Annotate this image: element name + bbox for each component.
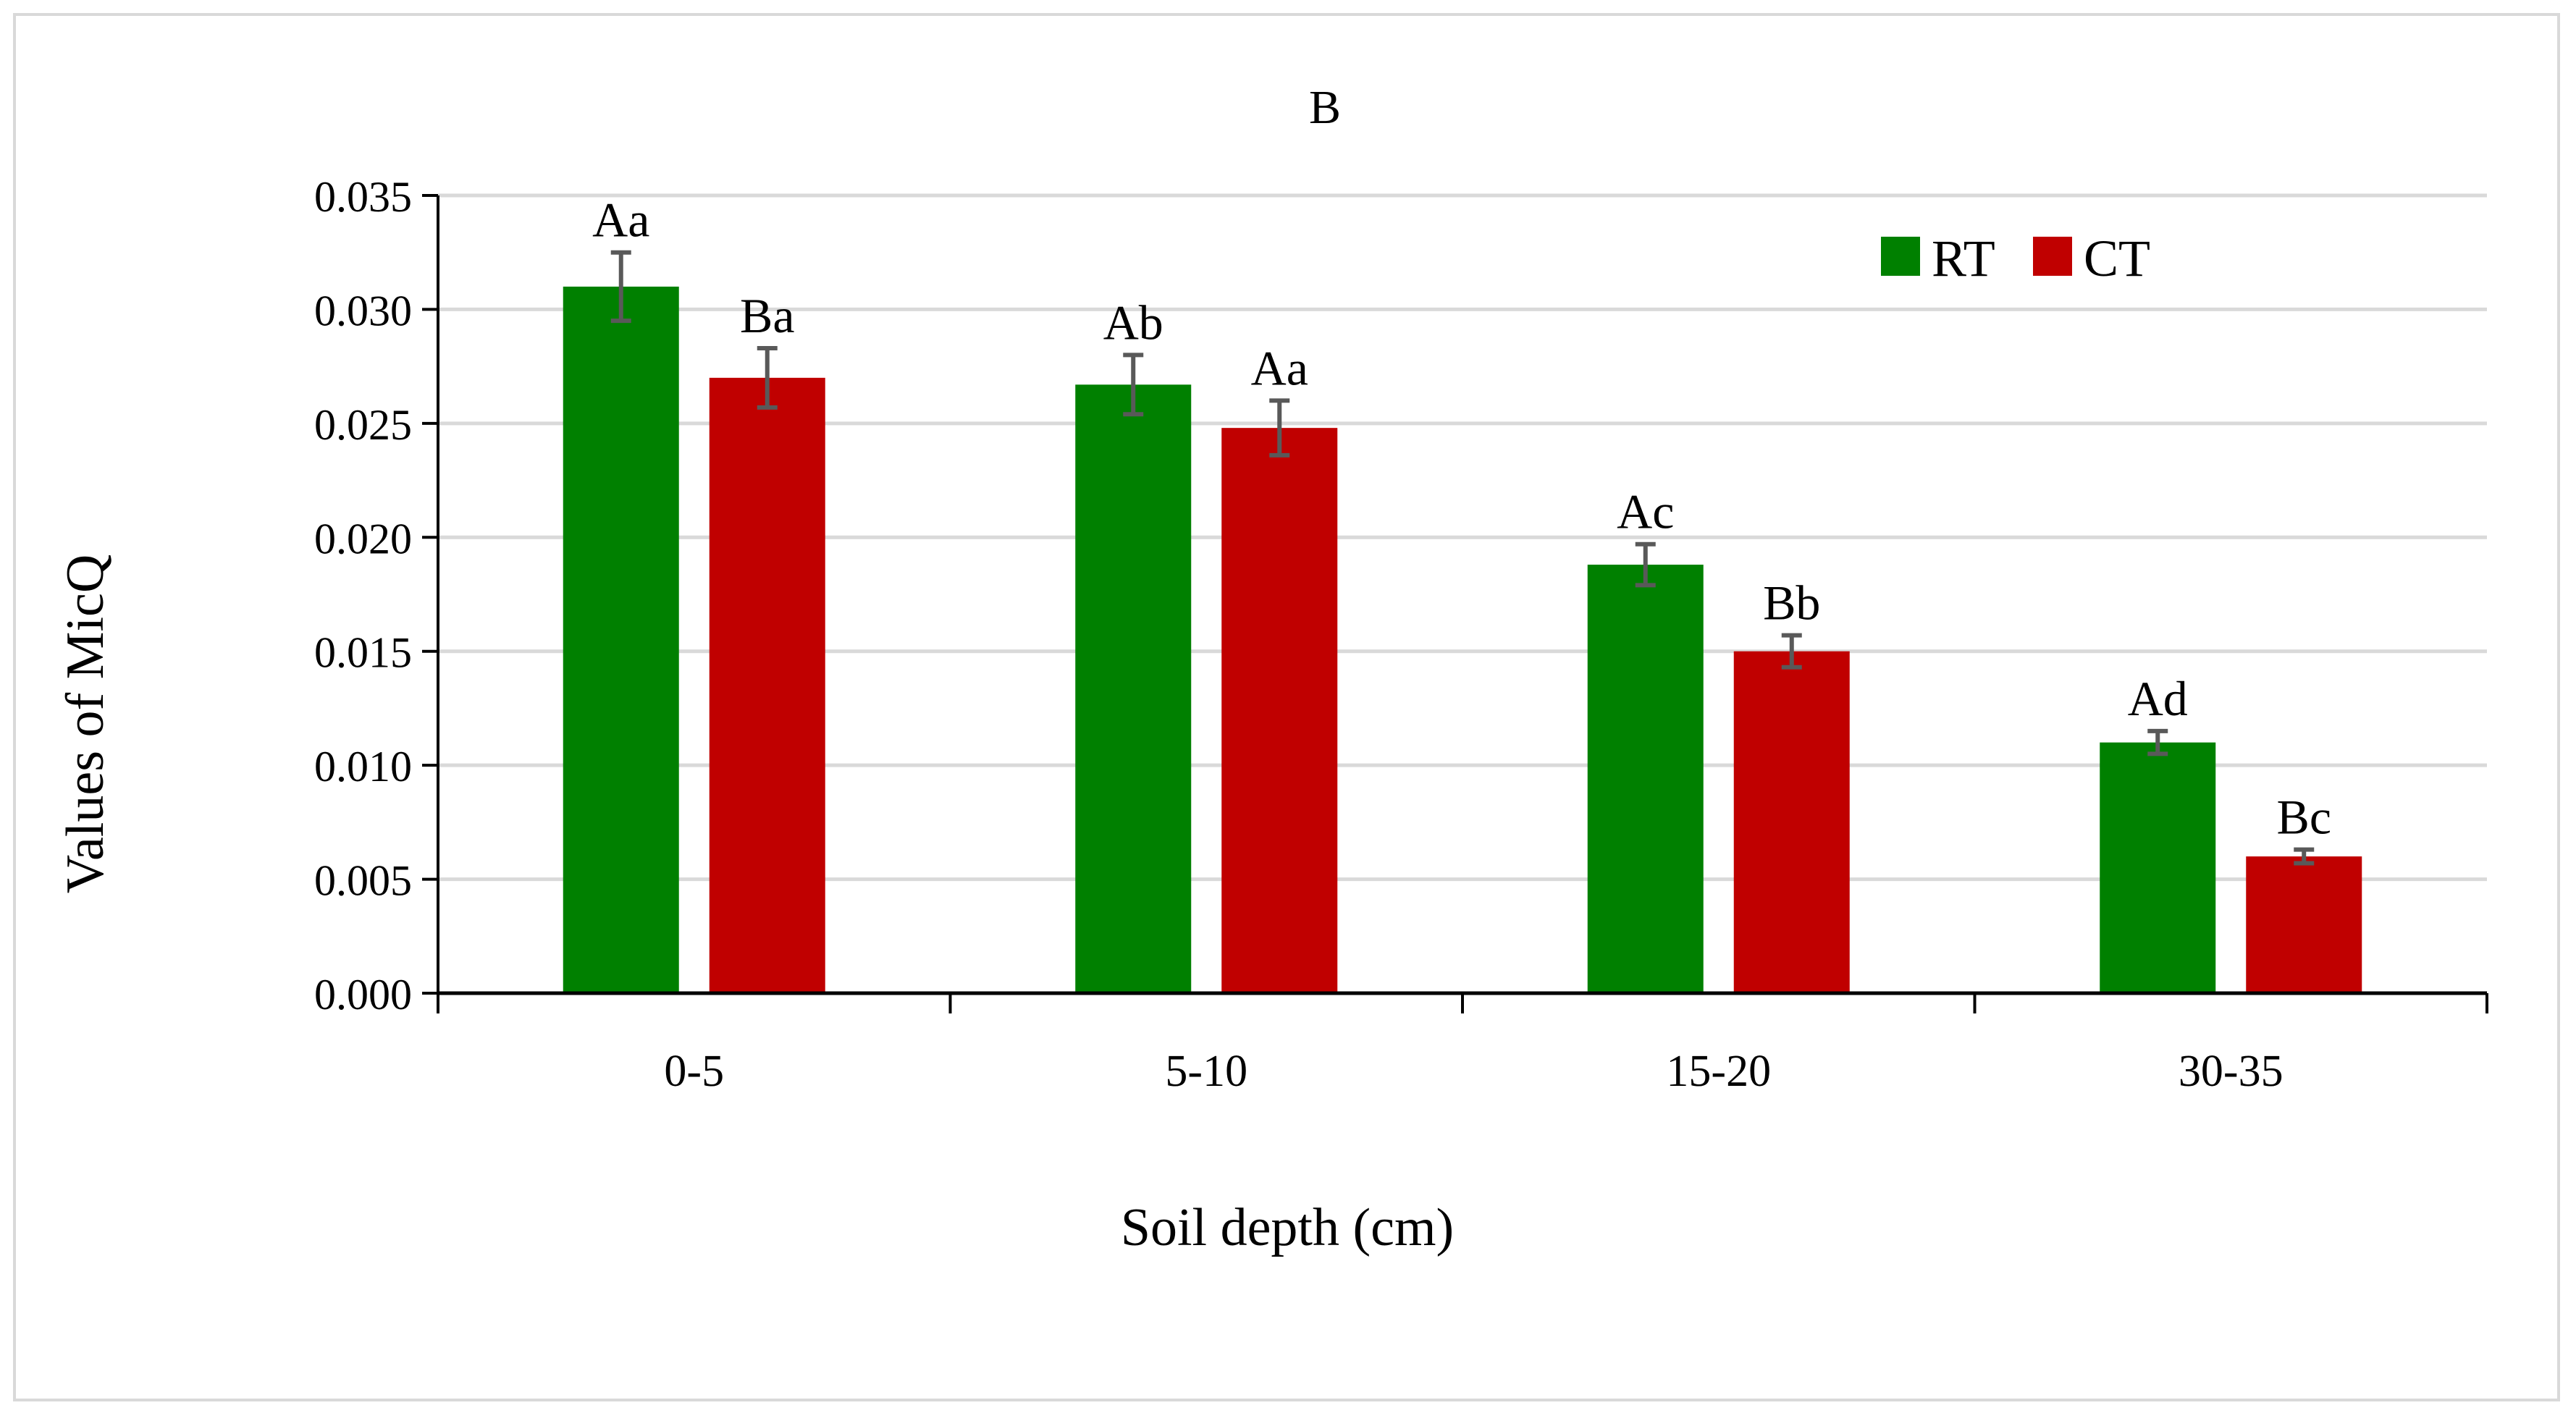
data-label: Ac	[1617, 484, 1674, 539]
y-tick-label: 0.020	[314, 515, 412, 562]
legend-label-ct: CT	[2084, 229, 2150, 287]
bar-ct	[2246, 856, 2362, 993]
legend-swatch-ct	[2033, 237, 2072, 276]
x-tick-label: 15-20	[1666, 1047, 1771, 1096]
bar-rt	[563, 286, 679, 993]
bar-ct	[709, 377, 825, 993]
data-label: Ba	[740, 288, 795, 343]
y-tick-label: 0.025	[314, 401, 412, 449]
legend-label-rt: RT	[1932, 229, 1995, 287]
bar-rt	[1587, 565, 1704, 993]
y-tick-label: 0.000	[314, 971, 412, 1019]
data-label: Bb	[1763, 575, 1820, 631]
chart-title: B	[1309, 81, 1341, 134]
x-tick-label: 30-35	[2179, 1047, 2284, 1096]
legend: RT CT	[1881, 229, 2150, 287]
bar-ct	[1221, 428, 1338, 993]
y-axis-title: Values of MicQ	[56, 555, 115, 894]
data-label: Bc	[2276, 790, 2331, 845]
labels: 0.000 0.005 0.010 0.015 0.020 0.025 0.030 0.035…	[314, 173, 2331, 1096]
data-label: Ab	[1103, 295, 1163, 350]
bars	[563, 250, 2362, 993]
data-label: Ad	[2128, 671, 2188, 726]
data-label: Aa	[1251, 340, 1308, 395]
bar-rt	[1075, 384, 1192, 993]
y-tick-label: 0.015	[314, 629, 412, 677]
x-tick-label: 0-5	[664, 1047, 724, 1096]
axes	[422, 194, 2488, 1013]
y-tick-label: 0.010	[314, 743, 412, 790]
data-label: Aa	[592, 193, 649, 248]
legend-swatch-rt	[1881, 237, 1920, 276]
x-axis-title: Soil depth (cm)	[1121, 1198, 1454, 1257]
y-tick-label: 0.005	[314, 857, 412, 905]
y-tick-label: 0.035	[314, 173, 412, 221]
bar-ct	[1733, 651, 1850, 993]
x-tick-label: 5-10	[1165, 1047, 1247, 1096]
bar-rt	[2100, 742, 2216, 993]
y-tick-label: 0.030	[314, 287, 412, 334]
